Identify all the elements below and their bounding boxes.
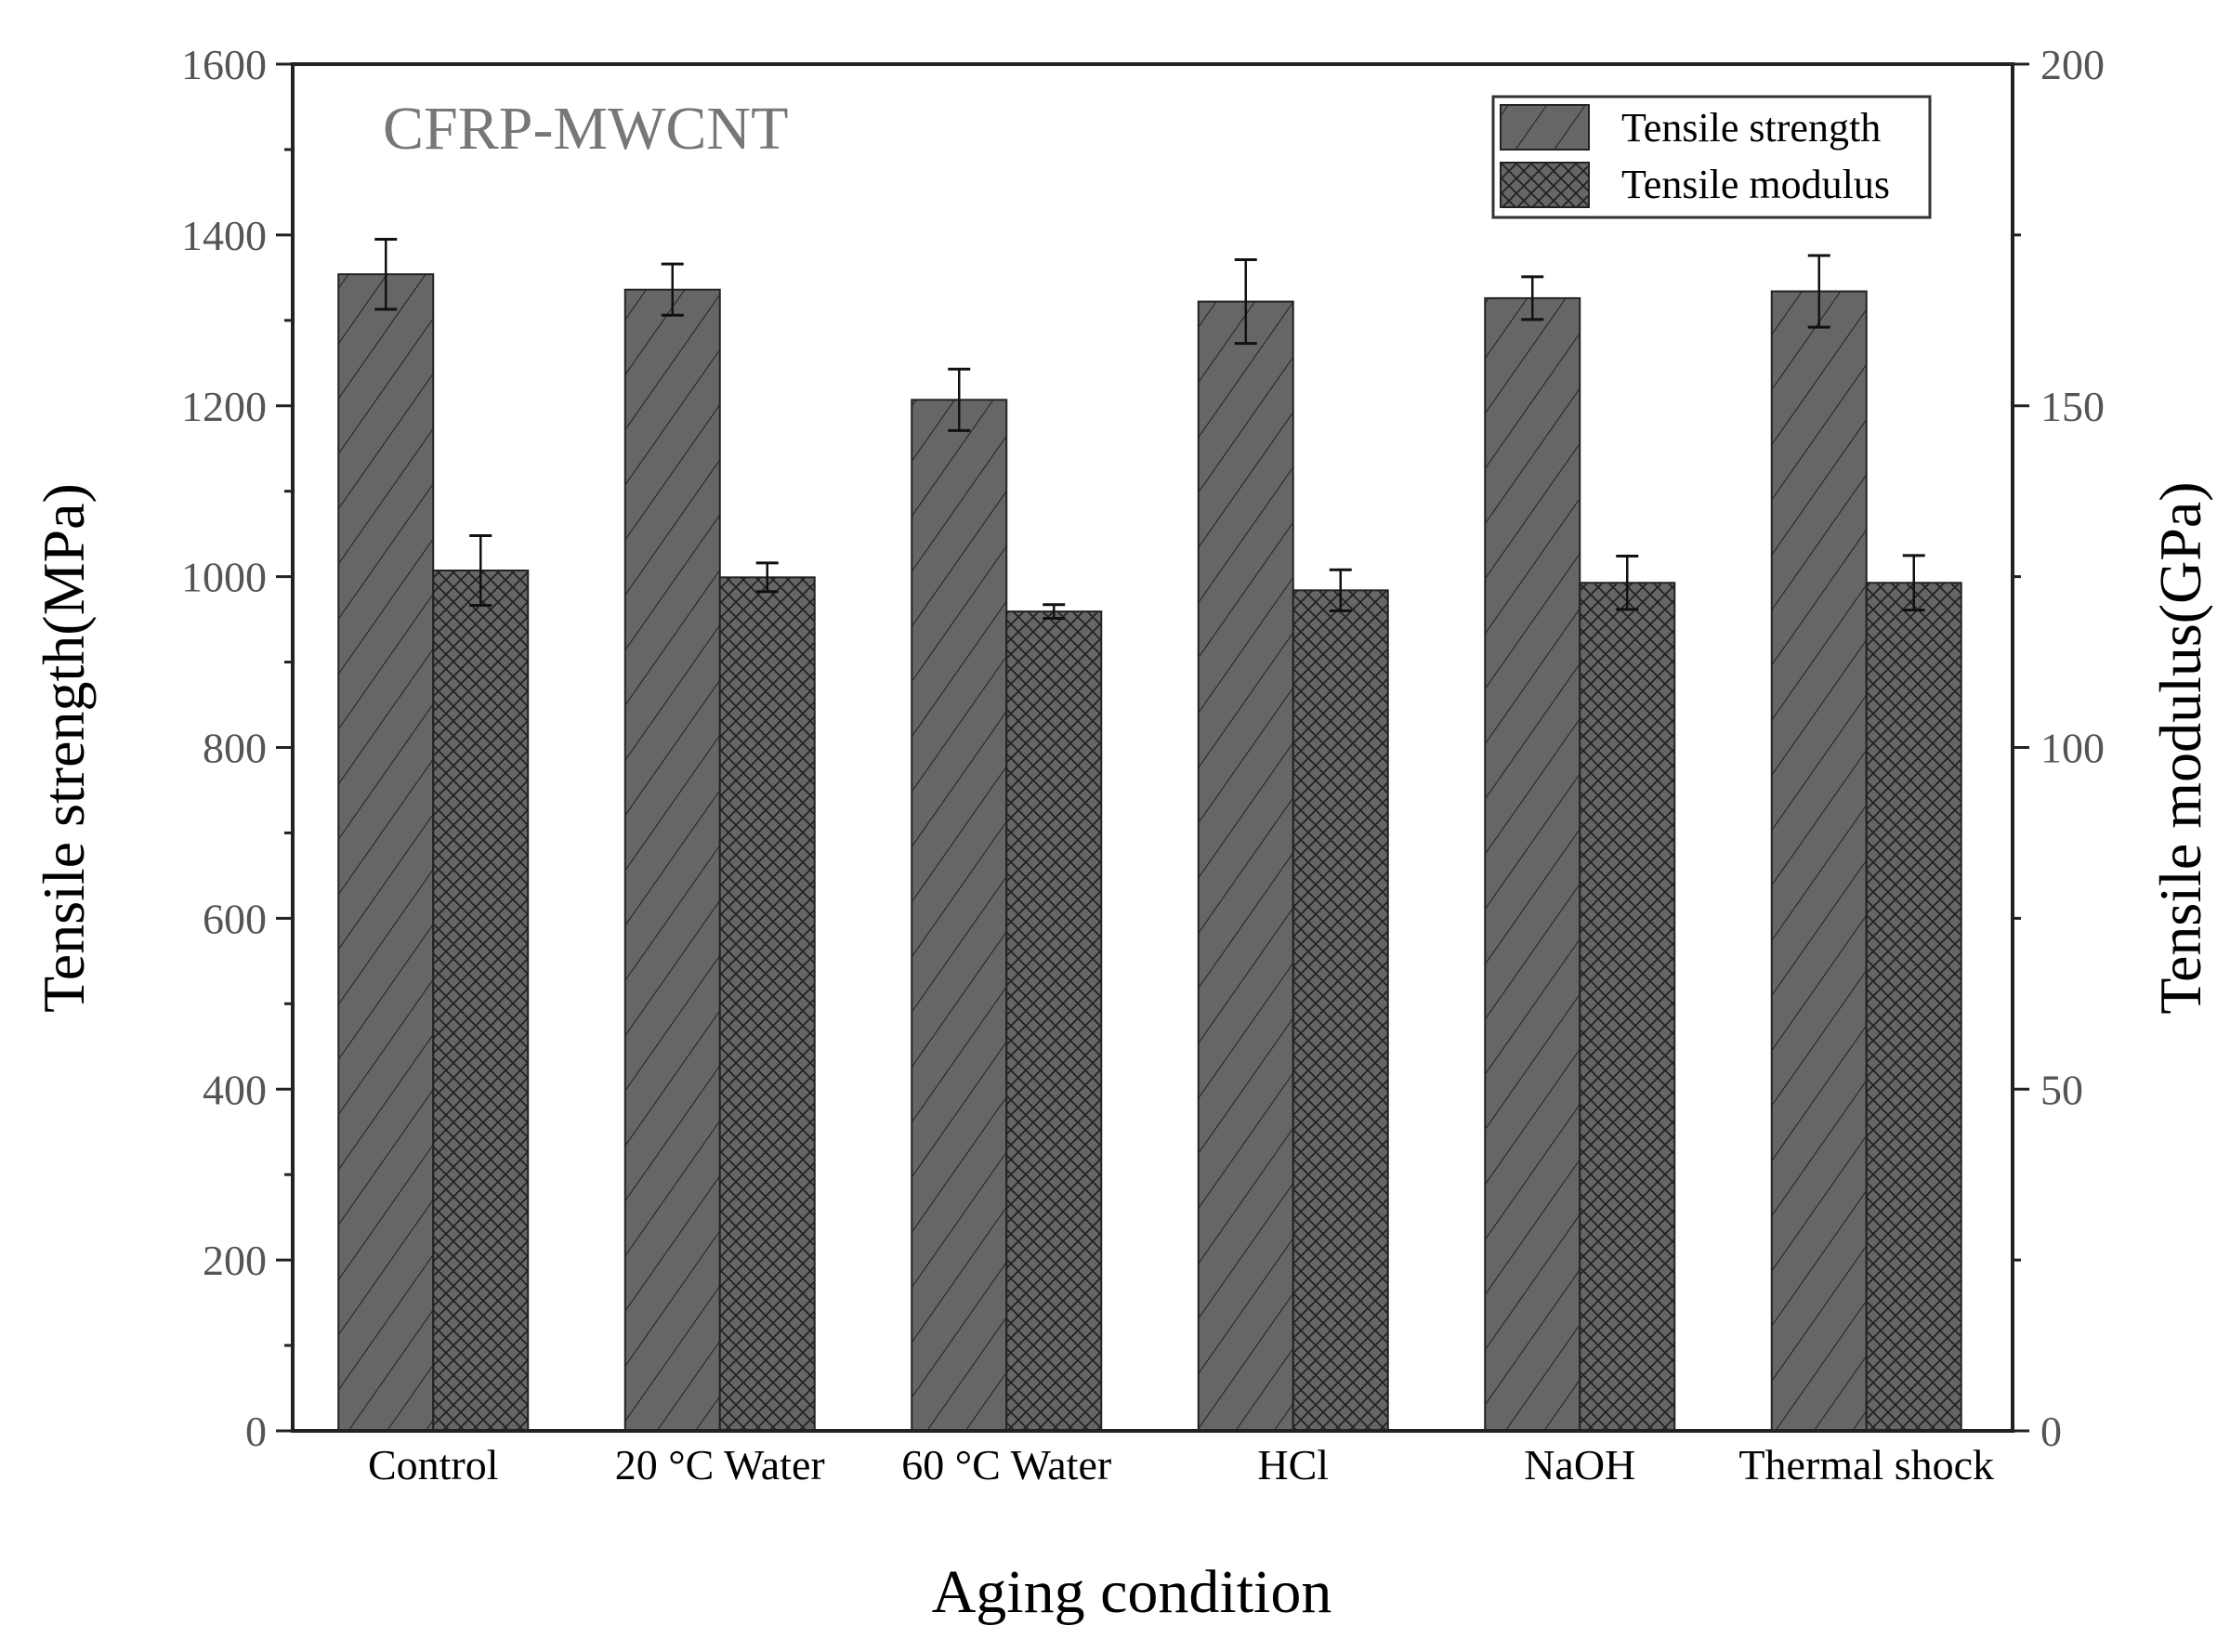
legend-label-modulus: Tensile modulus xyxy=(1621,162,1890,207)
bar-strength xyxy=(623,288,721,1433)
y-tick-label: 200 xyxy=(203,1237,267,1284)
bar-modulus xyxy=(1005,610,1103,1432)
y-tick-label: 1400 xyxy=(181,212,267,259)
legend-swatch-strength xyxy=(1500,104,1590,151)
bar-strength xyxy=(1484,296,1581,1433)
y2-tick-label: 50 xyxy=(2040,1066,2083,1113)
bar-modulus xyxy=(718,576,816,1432)
bar-strength xyxy=(337,273,435,1432)
y2-tick-label: 200 xyxy=(2040,41,2105,88)
bars xyxy=(337,237,1962,1433)
legend-label-strength: Tensile strength xyxy=(1621,105,1881,151)
bar-modulus xyxy=(1865,582,1962,1432)
y-tick-label: 0 xyxy=(245,1408,267,1455)
y-tick-label: 1200 xyxy=(181,383,267,430)
bar-modulus xyxy=(432,570,530,1432)
x-tick-label: 20 °C Water xyxy=(615,1441,825,1488)
y-tick-label: 600 xyxy=(203,895,267,942)
bar-strength xyxy=(911,399,1008,1433)
x-tick-label: 60 °C Water xyxy=(901,1441,1111,1488)
x-tick-label: Thermal shock xyxy=(1738,1441,1994,1488)
bar-modulus xyxy=(1292,589,1389,1432)
bar-strength xyxy=(1770,290,1868,1433)
axes: Control 20 °C Water 60 °C Water HCl NaOH Ther… xyxy=(181,41,2105,1488)
plot-frame xyxy=(291,62,2014,1433)
y-tick-label: 1600 xyxy=(181,41,267,88)
y-tick-label: 1000 xyxy=(181,554,267,601)
legend: Tensile strength Tensile modulus xyxy=(1491,95,1932,219)
legend-swatch-modulus xyxy=(1500,162,1590,208)
y-axis-label: Tensile strength(MPa) xyxy=(31,483,97,1013)
bar-modulus xyxy=(1579,582,1676,1432)
bar-strength xyxy=(1197,300,1294,1432)
annotation: CFRP-MWCNT xyxy=(383,95,788,163)
x-axis-label: Aging condition xyxy=(932,1558,1332,1626)
y-tick-label: 800 xyxy=(203,725,267,772)
x-tick-label: NaOH xyxy=(1524,1441,1635,1488)
x-tick-label: HCl xyxy=(1257,1441,1329,1488)
y2-tick-label: 0 xyxy=(2040,1408,2062,1455)
y2-tick-label: 150 xyxy=(2040,383,2105,430)
y-tick-label: 400 xyxy=(203,1066,267,1113)
y2-tick-label: 100 xyxy=(2040,725,2105,772)
x-tick-label: Control xyxy=(368,1441,499,1488)
y2-axis-label: Tensile modulus(GPa) xyxy=(2147,481,2213,1014)
